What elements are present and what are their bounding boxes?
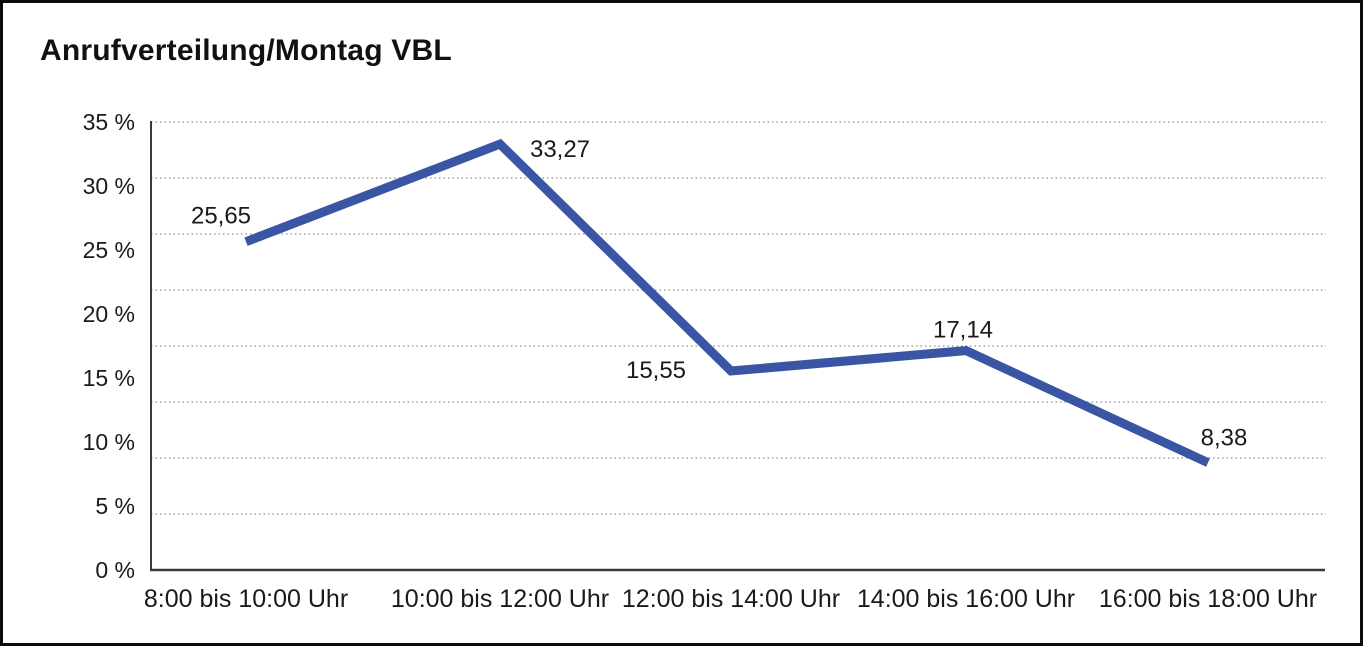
x-axis-category-label: 8:00 bis 10:00 Uhr <box>144 585 348 613</box>
x-axis-category-label: 10:00 bis 12:00 Uhr <box>391 585 609 613</box>
y-axis-tick-label: 20 % <box>83 301 135 327</box>
chart-title: Anrufverteilung/Montag VBL <box>40 34 452 67</box>
data-point-label: 8,38 <box>1201 425 1248 452</box>
data-point-label: 15,55 <box>626 357 686 384</box>
data-point-label: 25,65 <box>191 203 251 230</box>
y-axis-tick-label: 35 % <box>83 109 135 135</box>
x-axis-category-label: 14:00 bis 16:00 Uhr <box>857 585 1075 613</box>
y-axis-tick-label: 15 % <box>83 365 135 391</box>
y-axis-tick-label: 30 % <box>83 173 135 199</box>
data-line-series <box>244 138 1210 467</box>
y-axis-tick-label: 10 % <box>83 429 135 455</box>
x-axis-category-label: 12:00 bis 14:00 Uhr <box>622 585 840 613</box>
data-point-label: 33,27 <box>530 136 590 163</box>
y-axis-tick-label: 5 % <box>95 493 135 519</box>
line-chart: 0 % 5 % 10 % 15 % 20 % 25 % 30 % 35 % 8:00 bis 1… <box>83 109 1326 613</box>
x-axis-category-label: 16:00 bis 18:00 Uhr <box>1099 585 1317 613</box>
data-point-label: 17,14 <box>933 317 993 344</box>
y-axis-tick-label: 0 % <box>95 557 135 583</box>
y-axis-tick-label: 25 % <box>83 237 135 263</box>
